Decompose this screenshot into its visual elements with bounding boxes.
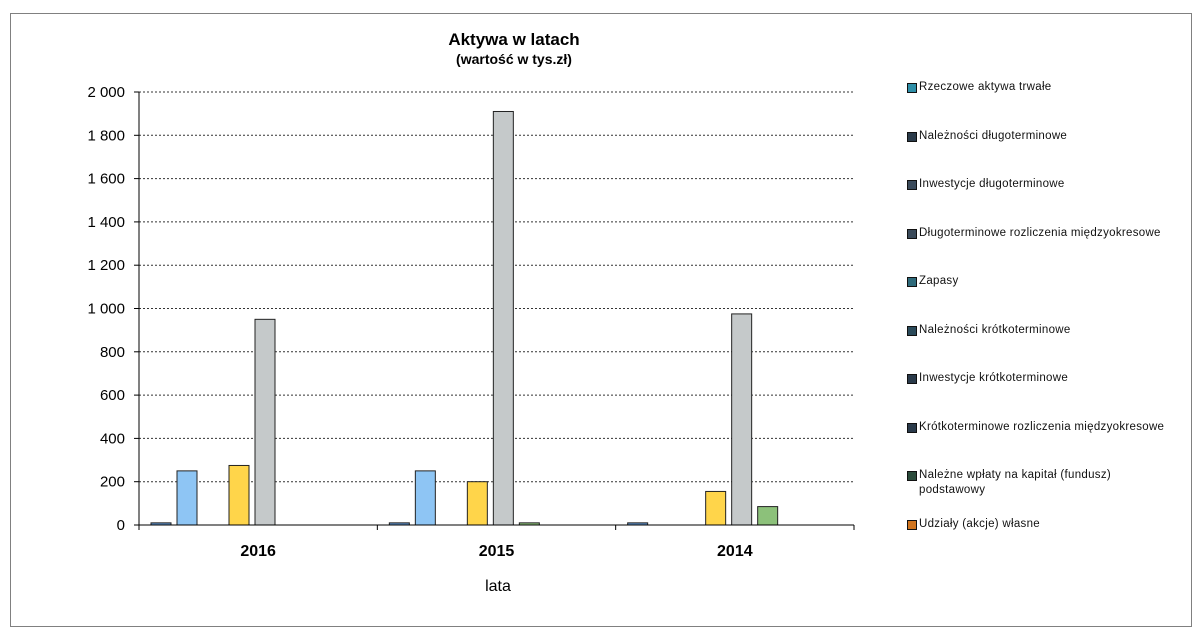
x-axis-ticks: 2016 2015 2014 <box>138 525 855 560</box>
legend-item: Zapasy <box>907 274 1174 289</box>
bars <box>150 110 779 526</box>
y-tick-label: 1 600 <box>87 171 125 188</box>
y-tick-label: 0 <box>117 517 125 534</box>
y-tick-label: 800 <box>100 344 125 361</box>
bar-2016-4 <box>228 464 250 526</box>
legend-item: Należności krótkoterminowe <box>907 323 1174 338</box>
legend-label: Należności długoterminowe <box>919 130 1068 142</box>
bar-chart: Aktywa w latach (wartość w tys.zł) 0 200 4… <box>87 30 855 595</box>
chart-title: Aktywa w latach <box>448 30 579 49</box>
y-tick-label: 2 000 <box>87 84 125 101</box>
y-tick-label: 1 000 <box>87 301 125 318</box>
legend-swatch <box>907 326 917 336</box>
y-axis-ticks: 0 200 400 600 800 1 000 1 200 1 400 1 600 1 800 2 … <box>87 84 139 534</box>
bar-2016-5 <box>254 318 276 526</box>
legend-label: Udziały (akcje) własne <box>919 518 1040 530</box>
legend-label: Należności krótkoterminowe <box>919 324 1071 336</box>
legend-swatch <box>907 277 917 287</box>
y-tick-label: 1 800 <box>87 127 125 144</box>
x-tick-label: 2016 <box>240 543 276 560</box>
y-tick-label: 1 200 <box>87 257 125 274</box>
legend-label: Inwestycje długoterminowe <box>919 178 1065 190</box>
bar-2015-4 <box>466 481 488 526</box>
legend-item: Należności długoterminowe <box>907 129 1174 144</box>
x-tick-label: 2014 <box>717 543 753 560</box>
legend-swatch <box>907 520 917 530</box>
legend-swatch <box>907 423 917 433</box>
legend-item: Udziały (akcje) własne <box>907 517 1174 532</box>
legend-label: Długoterminowe rozliczenia międzyokresow… <box>919 227 1161 239</box>
y-tick-label: 600 <box>100 387 125 404</box>
legend-swatch <box>907 83 917 93</box>
chart-subtitle: (wartość w tys.zł) <box>456 51 572 67</box>
legend-label: Rzeczowe aktywa trwałe <box>919 81 1052 93</box>
x-tick-label: 2015 <box>479 543 515 560</box>
legend-swatch <box>907 229 917 239</box>
bar-2014-5 <box>731 313 753 526</box>
bar-2015-5 <box>492 110 514 526</box>
legend-item: Długoterminowe rozliczenia międzyokresow… <box>907 226 1174 241</box>
bar-2014-6 <box>757 506 779 526</box>
legend-item: Inwestycje długoterminowe <box>907 177 1174 192</box>
y-tick-label: 200 <box>100 474 125 491</box>
legend-swatch <box>907 471 917 481</box>
legend-swatch <box>907 374 917 384</box>
legend-label: Zapasy <box>919 275 959 287</box>
chart-frame: Aktywa w latach (wartość w tys.zł) 0 200 4… <box>10 13 1192 627</box>
legend-label: Krótkoterminowe rozliczenia międzyokreso… <box>919 421 1165 433</box>
bar-2015-2 <box>414 470 436 526</box>
legend-swatch <box>907 180 917 190</box>
legend-item: Należne wpłaty na kapitał (fundusz) pods… <box>907 468 1174 498</box>
legend-item: Inwestycje krótkoterminowe <box>907 371 1174 386</box>
legend-label: Inwestycje krótkoterminowe <box>919 372 1069 384</box>
x-axis-label: lata <box>485 578 511 595</box>
legend-label: Należne wpłaty na kapitał (fundusz) pods… <box>919 469 1112 496</box>
legend-item: Krótkoterminowe rozliczenia międzyokreso… <box>907 420 1174 435</box>
legend-item: Rzeczowe aktywa trwałe <box>907 80 1174 95</box>
bar-2016-2 <box>176 470 198 526</box>
legend-swatch <box>907 132 917 142</box>
y-tick-label: 400 <box>100 430 125 447</box>
bar-2014-4 <box>705 490 727 526</box>
y-tick-label: 1 400 <box>87 214 125 231</box>
